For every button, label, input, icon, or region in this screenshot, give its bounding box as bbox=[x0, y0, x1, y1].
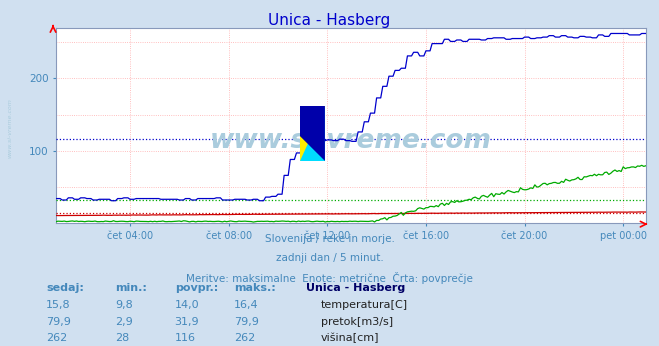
Text: Meritve: maksimalne  Enote: metrične  Črta: povprečje: Meritve: maksimalne Enote: metrične Črta… bbox=[186, 272, 473, 284]
Text: 31,9: 31,9 bbox=[175, 317, 199, 327]
Text: 28: 28 bbox=[115, 333, 130, 343]
Text: temperatura[C]: temperatura[C] bbox=[321, 300, 408, 310]
Text: 79,9: 79,9 bbox=[234, 317, 259, 327]
Text: Slovenija / reke in morje.: Slovenija / reke in morje. bbox=[264, 234, 395, 244]
Text: maks.:: maks.: bbox=[234, 283, 275, 293]
Text: zadnji dan / 5 minut.: zadnji dan / 5 minut. bbox=[275, 253, 384, 263]
Text: višina[cm]: višina[cm] bbox=[321, 333, 380, 343]
Text: 262: 262 bbox=[46, 333, 67, 343]
Text: 14,0: 14,0 bbox=[175, 300, 199, 310]
Text: 116: 116 bbox=[175, 333, 196, 343]
Text: 15,8: 15,8 bbox=[46, 300, 71, 310]
Polygon shape bbox=[300, 106, 325, 161]
Text: www.si-vreme.com: www.si-vreme.com bbox=[210, 128, 492, 154]
Polygon shape bbox=[300, 106, 325, 161]
Text: Unica - Hasberg: Unica - Hasberg bbox=[268, 13, 391, 28]
Text: 9,8: 9,8 bbox=[115, 300, 133, 310]
Text: 2,9: 2,9 bbox=[115, 317, 133, 327]
Text: sedaj:: sedaj: bbox=[46, 283, 84, 293]
Text: Unica - Hasberg: Unica - Hasberg bbox=[306, 283, 406, 293]
Polygon shape bbox=[300, 106, 325, 161]
Text: 16,4: 16,4 bbox=[234, 300, 258, 310]
Text: 79,9: 79,9 bbox=[46, 317, 71, 327]
Text: 262: 262 bbox=[234, 333, 255, 343]
Text: www.si-vreme.com: www.si-vreme.com bbox=[8, 98, 13, 158]
Text: povpr.:: povpr.: bbox=[175, 283, 218, 293]
Text: min.:: min.: bbox=[115, 283, 147, 293]
Text: pretok[m3/s]: pretok[m3/s] bbox=[321, 317, 393, 327]
